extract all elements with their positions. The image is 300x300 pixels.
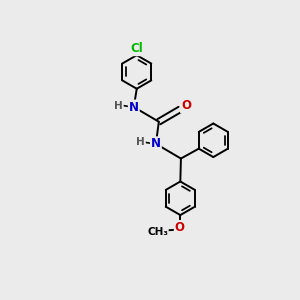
Text: CH₃: CH₃	[147, 227, 168, 237]
Text: N: N	[129, 100, 139, 113]
Text: H: H	[136, 137, 145, 147]
Text: N: N	[151, 137, 161, 150]
Text: Cl: Cl	[130, 42, 143, 55]
Text: O: O	[181, 99, 191, 112]
Text: O: O	[175, 221, 185, 234]
Text: H: H	[114, 100, 123, 110]
